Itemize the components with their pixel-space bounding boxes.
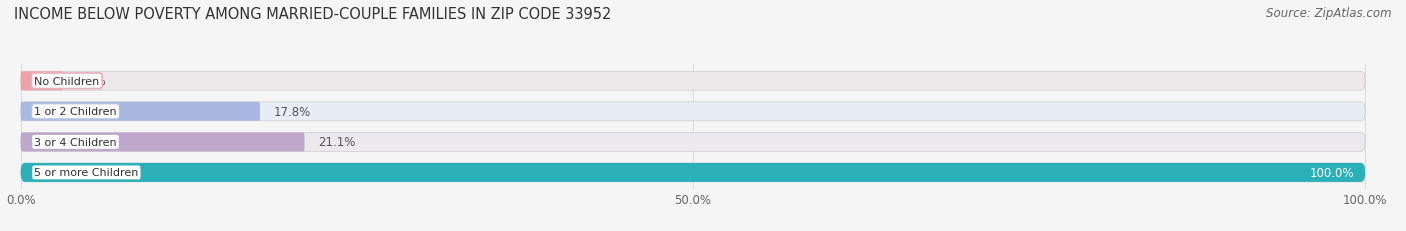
FancyBboxPatch shape: [21, 72, 1365, 91]
FancyBboxPatch shape: [21, 163, 1365, 182]
FancyBboxPatch shape: [21, 133, 305, 152]
Text: 5 or more Children: 5 or more Children: [34, 168, 139, 178]
Text: INCOME BELOW POVERTY AMONG MARRIED-COUPLE FAMILIES IN ZIP CODE 33952: INCOME BELOW POVERTY AMONG MARRIED-COUPL…: [14, 7, 612, 22]
Text: 3.1%: 3.1%: [76, 75, 105, 88]
Text: No Children: No Children: [34, 76, 100, 86]
Text: 21.1%: 21.1%: [318, 136, 356, 149]
FancyBboxPatch shape: [21, 163, 1365, 182]
Text: 17.8%: 17.8%: [274, 105, 311, 118]
Text: 3 or 4 Children: 3 or 4 Children: [34, 137, 117, 147]
FancyBboxPatch shape: [21, 133, 1365, 152]
Text: 1 or 2 Children: 1 or 2 Children: [34, 107, 117, 117]
Text: 100.0%: 100.0%: [1310, 166, 1354, 179]
FancyBboxPatch shape: [21, 102, 1365, 121]
Text: Source: ZipAtlas.com: Source: ZipAtlas.com: [1267, 7, 1392, 20]
FancyBboxPatch shape: [21, 102, 260, 121]
FancyBboxPatch shape: [21, 72, 62, 91]
